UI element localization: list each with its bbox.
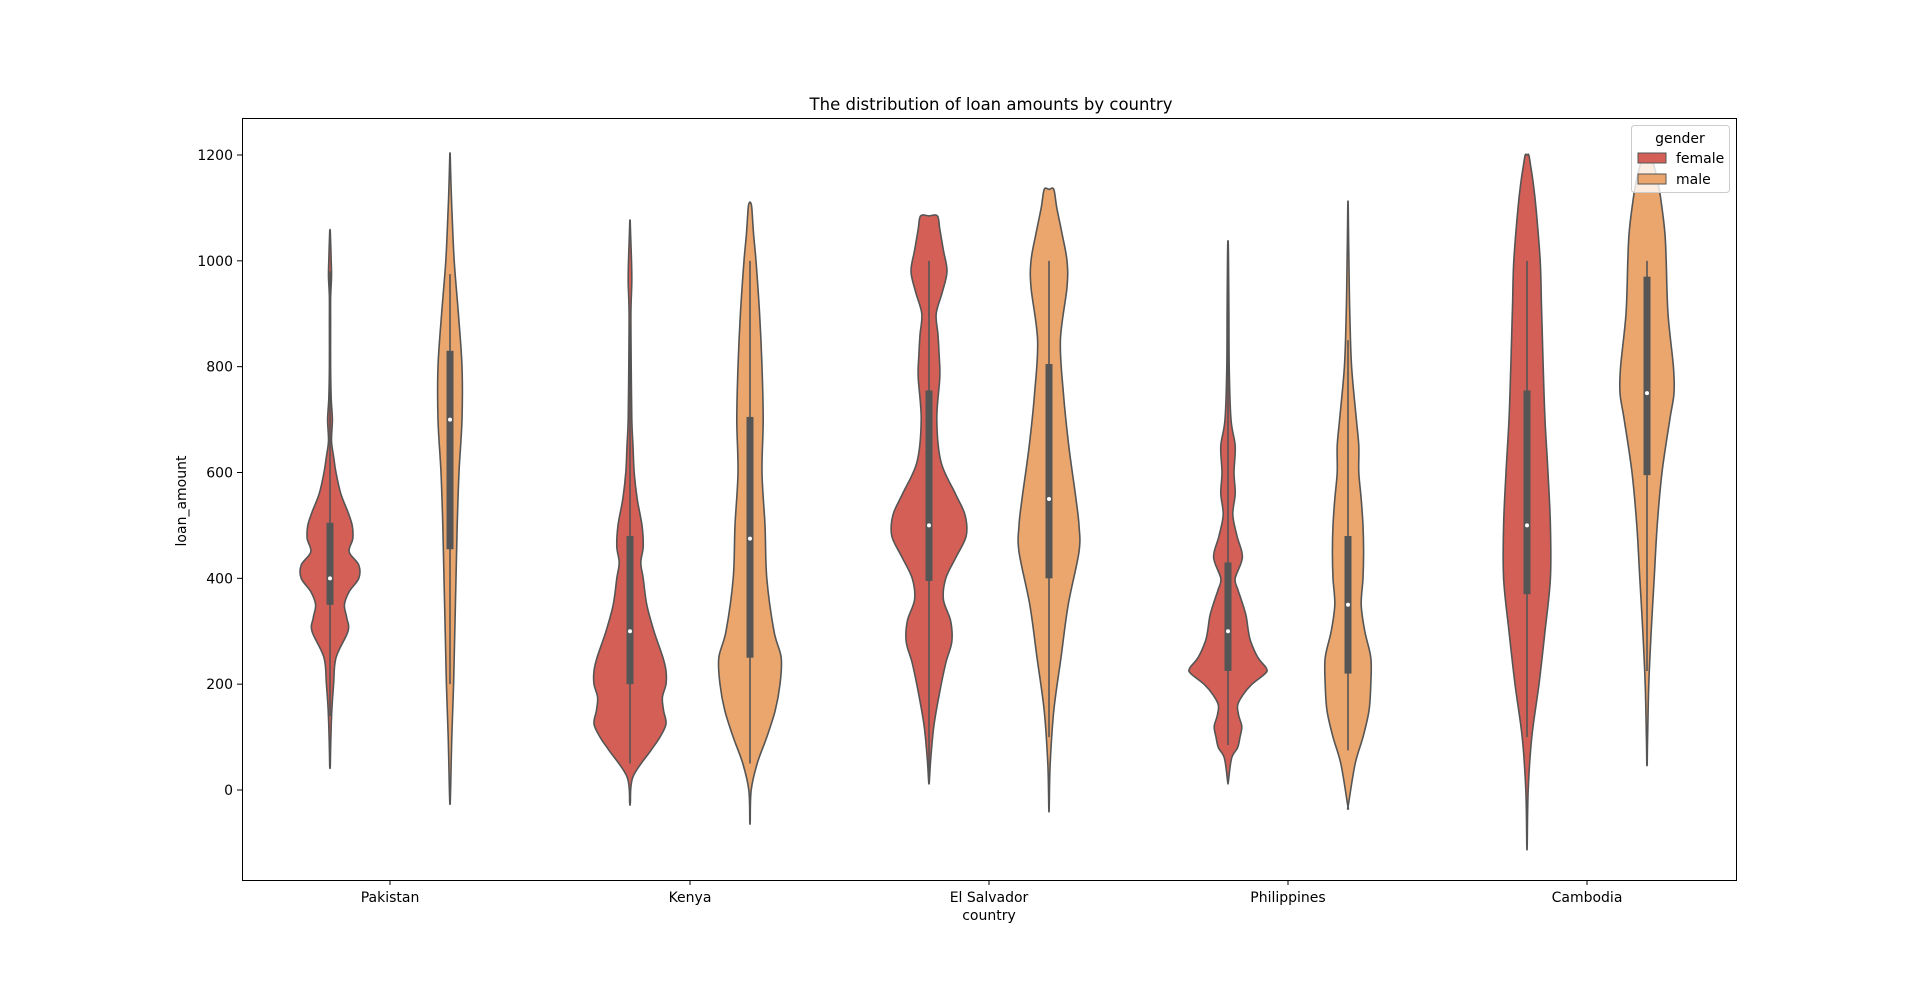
violin-cambodia-male: [1618, 152, 1676, 767]
violin-iqr-box: [925, 390, 933, 581]
violin-median-point: [328, 576, 332, 581]
violin-iqr-box: [1045, 364, 1053, 579]
violin-median-point: [748, 536, 752, 541]
legend-swatch-female: [1637, 152, 1667, 164]
violin-iqr-box: [1224, 562, 1232, 671]
violin-median-point: [927, 523, 931, 528]
x-tick-label: Pakistan: [361, 890, 420, 906]
legend-title: gender: [1655, 131, 1705, 147]
violin-iqr-box: [1643, 276, 1651, 476]
legend-label-female: female: [1676, 151, 1724, 167]
legend-swatch-male: [1637, 173, 1667, 185]
violin-pakistan-male: [436, 152, 464, 805]
y-axis-label: loan_amount: [174, 455, 190, 546]
violin-el-salvador-male: [1017, 187, 1081, 813]
violin-median-point: [1047, 496, 1051, 501]
violin-median-point: [1226, 629, 1230, 634]
violin-philippines-male: [1323, 200, 1373, 810]
y-tick-label: 0: [224, 783, 233, 799]
y-tick-label: 200: [206, 677, 233, 693]
legend: gender female male: [1631, 125, 1730, 193]
plot-frame: [242, 118, 1737, 881]
x-axis: Pakistan Kenya El Salvador Philippines Cambo…: [361, 880, 1623, 906]
x-tick-label: Philippines: [1250, 890, 1325, 906]
legend-label-male: male: [1676, 172, 1711, 188]
x-tick-label: El Salvador: [950, 890, 1029, 906]
violin-median-point: [1346, 602, 1350, 607]
violin-el-salvador-female: [890, 214, 968, 785]
violin-iqr-box: [446, 350, 454, 550]
y-tick-label: 800: [206, 360, 233, 376]
violin-median-point: [448, 417, 452, 422]
chart-title: The distribution of loan amounts by coun…: [809, 95, 1173, 114]
violin-kenya-male: [717, 201, 783, 825]
violin-kenya-female: [592, 219, 668, 806]
y-tick-label: 1000: [197, 254, 233, 270]
violin-median-point: [1645, 391, 1649, 396]
y-tick-label: 600: [206, 466, 233, 482]
violin-iqr-box: [626, 536, 634, 685]
violin-median-point: [628, 629, 632, 634]
x-tick-label: Kenya: [669, 890, 712, 906]
violin-iqr-box: [326, 522, 334, 605]
y-tick-label: 1200: [197, 148, 233, 164]
x-tick-label: Cambodia: [1552, 890, 1623, 906]
violin-cambodia-female: [1502, 153, 1552, 851]
violin-median-point: [1525, 523, 1529, 528]
y-axis: 0 200 400 600 800 1000 1200: [197, 148, 242, 799]
y-tick-label: 400: [206, 571, 233, 587]
violin-pakistan-female: [299, 228, 361, 770]
violin-iqr-box: [1523, 390, 1531, 595]
violins-layer: [299, 152, 1676, 851]
x-axis-label: country: [962, 908, 1016, 924]
violin-philippines-female: [1188, 240, 1268, 785]
